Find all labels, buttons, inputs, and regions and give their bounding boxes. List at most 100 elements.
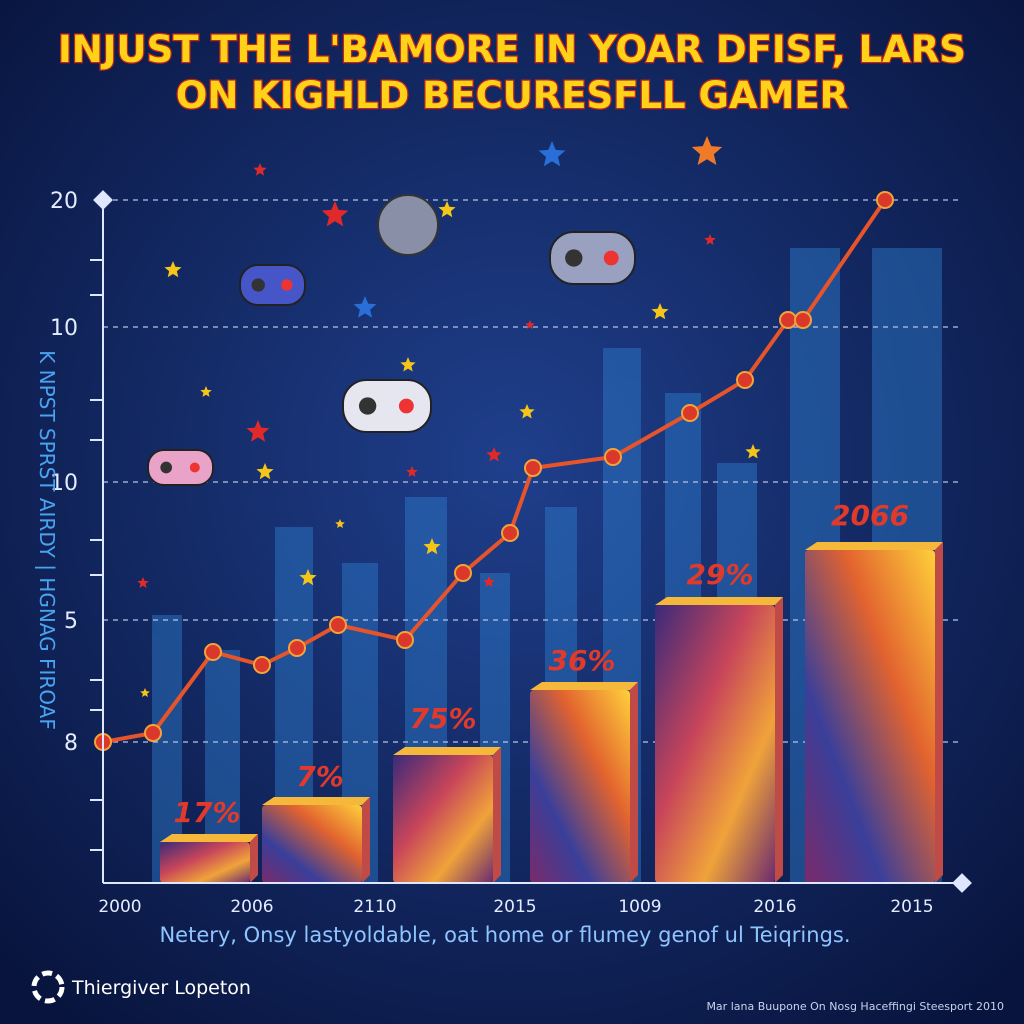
star: [164, 261, 182, 278]
trend-dot: [794, 311, 812, 329]
x-tick-label: 2015: [890, 897, 933, 917]
trend-dot: [779, 311, 797, 329]
trend-dot: [681, 404, 699, 422]
controller-button: [281, 279, 293, 291]
star: [246, 420, 270, 442]
star: [140, 688, 150, 698]
star: [299, 569, 317, 586]
controller: [377, 194, 439, 256]
star: [200, 386, 212, 397]
block-top: [393, 747, 501, 755]
trend-dot: [604, 448, 622, 466]
y-tick-label: 20: [50, 189, 78, 214]
block: [655, 605, 775, 883]
block-side: [250, 834, 258, 883]
block-side: [362, 797, 370, 883]
title-line: ON KIGHLD BECURESFLL GAMER: [176, 74, 848, 117]
title-line: INJUST THE L'BAMORE IN YOAR DFISF, LARS: [58, 28, 966, 71]
trend-dot: [736, 371, 754, 389]
trend-dot: [454, 564, 472, 582]
star: [335, 519, 345, 529]
block: [530, 690, 630, 883]
x-tick-label: 1009: [618, 897, 661, 917]
block-top: [530, 682, 638, 690]
y-tick-label: 10: [50, 316, 78, 341]
star: [406, 466, 418, 477]
y-axis-label: K NPST SPRST AIRDY | HGNAG FIROAF: [35, 350, 59, 730]
controller-button: [603, 250, 619, 266]
bar-label: 2066: [831, 499, 909, 532]
y-tick-label: 10: [50, 471, 78, 496]
block-side: [775, 597, 783, 883]
bar-label: 75%: [409, 702, 476, 735]
controller-button: [251, 278, 265, 292]
star: [137, 577, 149, 588]
x-tick-label: 2000: [98, 897, 141, 917]
trend-dot: [396, 631, 414, 649]
controller-button: [398, 398, 414, 414]
block-top: [805, 542, 943, 550]
bar-label: 7%: [296, 760, 344, 793]
brand: Thiergiver Lopeton: [71, 977, 251, 999]
star: [538, 141, 566, 167]
star: [253, 163, 267, 176]
axis-arrow: [93, 190, 113, 210]
star: [691, 136, 723, 165]
star: [745, 444, 761, 459]
star: [423, 538, 441, 555]
blocks: 17% 7% 75% 36% 29% 2066: [160, 499, 943, 883]
bar-label: 29%: [686, 558, 753, 591]
star: [704, 234, 716, 245]
y-tick-label: 5: [64, 609, 78, 634]
trend-dot: [876, 191, 894, 209]
block-top: [655, 597, 783, 605]
block-side: [935, 542, 943, 883]
star: [486, 447, 502, 462]
block-top: [262, 797, 370, 805]
trend-dot: [253, 656, 271, 674]
trend-line: [102, 198, 887, 744]
trend-dot: [524, 459, 542, 477]
controller-button: [189, 462, 200, 473]
bar-label: 36%: [548, 644, 615, 677]
y-tick-label: 8: [64, 731, 78, 756]
trend-dot: [204, 643, 222, 661]
axis-arrow: [952, 873, 972, 893]
block: [160, 842, 250, 883]
controller: [549, 231, 636, 285]
trend-dot: [288, 639, 306, 657]
decorations: [137, 136, 761, 698]
block: [262, 805, 362, 883]
caption: Netery, Onsy lastyoldable, oat home or f…: [159, 923, 850, 947]
footnote: Mar lana Buupone On Nosg Haceffingi Stee…: [706, 1000, 1004, 1013]
grid: 20 10 10 5 8 2000 2006 2110 2015 1009 2016 2015: [50, 189, 962, 917]
block: [805, 550, 935, 883]
block-top: [160, 834, 258, 842]
bar-label: 17%: [173, 796, 240, 829]
controller-button: [565, 249, 583, 267]
block-side: [493, 747, 501, 883]
controller: [239, 264, 306, 306]
controller-button: [358, 397, 377, 415]
controller-button: [160, 461, 173, 474]
trend-dot: [144, 724, 162, 742]
star: [519, 404, 535, 419]
star: [483, 576, 495, 587]
x-tick-label: 2015: [493, 897, 536, 917]
x-tick-label: 2016: [753, 897, 796, 917]
star: [321, 201, 349, 227]
star: [651, 303, 669, 320]
controller: [147, 449, 214, 486]
star: [256, 463, 274, 480]
block-side: [630, 682, 638, 883]
star: [525, 320, 535, 330]
block: [393, 755, 493, 883]
trend-dots: [94, 191, 894, 751]
trend-dot: [501, 524, 519, 542]
x-tick-label: 2110: [353, 897, 396, 917]
star: [438, 201, 456, 218]
star: [400, 357, 416, 372]
trend-dot: [329, 616, 347, 634]
